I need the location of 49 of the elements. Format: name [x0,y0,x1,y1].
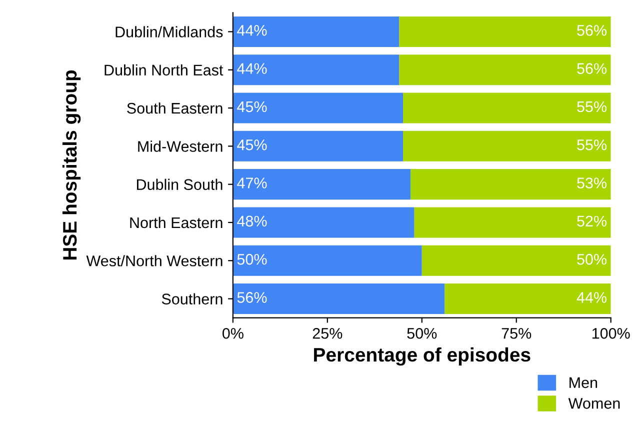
y-tick-label: Dublin South [137,178,222,190]
bar [422,245,611,276]
x-tick-label: 50% [407,328,437,339]
data-label: 50% [577,254,607,265]
bar [399,54,611,86]
legend-label: Women [568,398,620,409]
data-label: 44% [237,63,267,74]
data-label: 45% [237,101,267,112]
y-axis-title: HSE hospitals group [62,70,81,260]
bar [232,284,445,314]
data-label: 56% [577,63,607,74]
bar [232,245,422,276]
bar [232,54,400,86]
y-tick-label: Dublin North East [104,64,224,76]
data-label: 55% [577,101,607,112]
data-label: 47% [237,178,267,188]
data-label: 53% [577,178,607,188]
bar [414,207,611,238]
data-label: 45% [237,140,267,150]
bar [232,16,400,47]
data-label: 44% [576,292,607,303]
bar [232,169,411,200]
bar [232,92,403,124]
bar [403,92,611,124]
data-label: 55% [577,140,607,150]
x-axis-title: Percentage of episodes [314,347,530,366]
legend-label: Men [570,377,598,388]
y-tick-label: Southern [162,293,222,304]
y-tick-label: Dublin/Midlands [116,26,223,38]
x-tick-label: 0% [222,328,244,339]
x-tick-label: 75% [502,328,532,339]
bar [444,284,611,314]
data-label: 50% [237,254,267,265]
bar [232,207,414,238]
bar [232,130,403,162]
data-label: 52% [577,216,607,227]
data-label: 48% [237,216,267,227]
bar [403,130,611,162]
data-label: 56% [577,24,607,36]
y-tick-label: South Eastern [127,102,222,114]
data-label: 56% [237,292,267,303]
x-tick-label: 25% [312,328,342,339]
y-tick-label: West/North Western [86,255,222,266]
bar [399,16,611,47]
y-tick-label: North Eastern [130,216,222,228]
data-label: 44% [237,25,267,36]
bar [410,169,611,200]
x-tick-label: 100% [592,328,630,339]
y-tick-label: Mid-Western [138,140,222,152]
